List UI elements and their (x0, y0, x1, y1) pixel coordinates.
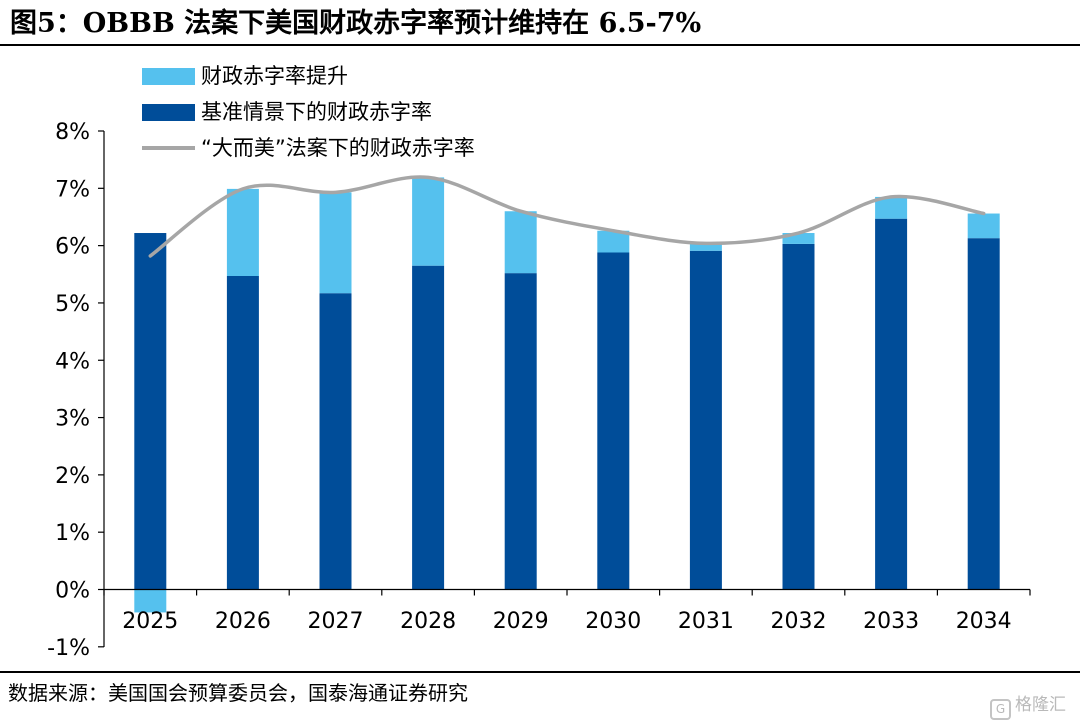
y-tick-label: 6% (55, 235, 90, 260)
legend-item-baseline: 基准情景下的财政赤字率 (142, 94, 475, 130)
x-tick-label: 2027 (308, 609, 364, 634)
y-tick-label: 4% (55, 349, 90, 374)
y-tick-label: 5% (55, 292, 90, 317)
bar-baseline-2031 (689, 250, 722, 590)
y-tick-label: 3% (55, 407, 90, 432)
stacked-bar-line-chart: 8% 7% 6% 5% 4% 3% 2% 1% 0% -1% 2025 2026 2027 2028 202… (47, 120, 1031, 661)
bar-boost-2028 (412, 177, 445, 266)
bar-baseline-2034 (967, 238, 1000, 590)
legend-label-baseline: 基准情景下的财政赤字率 (201, 100, 432, 124)
legend-label-boost: 财政赤字率提升 (201, 64, 348, 88)
bar-boost-2033 (875, 196, 908, 219)
bar-baseline-2032 (782, 243, 815, 590)
bar-baseline-2028 (412, 265, 445, 590)
x-tick-label: 2034 (956, 609, 1012, 634)
watermark-logo-icon: G (990, 699, 1011, 720)
chart-title: 图5：OBBB 法案下美国财政赤字率预计维持在 6.5-7% (10, 8, 702, 39)
legend-item-boost: 财政赤字率提升 (142, 58, 475, 94)
bar-boost-2029 (504, 211, 537, 274)
y-tick-label: 1% (55, 521, 90, 546)
bars-layer (134, 177, 1000, 613)
x-tick-label: 2026 (215, 609, 271, 634)
bar-boost-2030 (597, 230, 630, 253)
y-tick-label: 0% (55, 579, 90, 604)
legend: 财政赤字率提升 基准情景下的财政赤字率 “大而美”法案下的财政赤字率 (142, 58, 475, 166)
title-rule (0, 44, 1080, 46)
x-tick-label: 2030 (585, 609, 641, 634)
source-rule (0, 671, 1080, 673)
bar-baseline-2027 (319, 293, 352, 590)
x-tick-label: 2033 (863, 609, 919, 634)
legend-label-obbb-line: “大而美”法案下的财政赤字率 (201, 136, 475, 160)
source-note: 数据来源：美国国会预算委员会，国泰海通证券研究 (8, 681, 468, 705)
x-tick-label: 2031 (678, 609, 734, 634)
bar-baseline-2026 (226, 276, 259, 590)
axes-layer (98, 130, 1031, 648)
bar-boost-2032 (782, 233, 815, 244)
x-tick-label: 2032 (771, 609, 827, 634)
x-tick-label: 2029 (493, 609, 549, 634)
watermark: G 格隆汇 (990, 690, 1066, 720)
y-tick-label: 8% (55, 120, 90, 145)
bar-boost-2034 (967, 213, 1000, 239)
legend-swatch-obbb-line (142, 146, 195, 150)
bar-boost-2025 (134, 589, 167, 613)
bar-baseline-2029 (504, 273, 537, 590)
y-tick-label: 2% (55, 464, 90, 489)
legend-swatch-baseline (142, 104, 195, 121)
bar-baseline-2025 (134, 233, 167, 590)
bar-boost-2027 (319, 192, 352, 294)
series-line-obbb (148, 175, 986, 258)
bar-boost-2031 (689, 243, 722, 251)
y-tick-label: 7% (55, 177, 90, 202)
x-tick-label: 2025 (122, 609, 178, 634)
watermark-text: 格隆汇 (1015, 695, 1066, 715)
tick-labels-layer: 8% 7% 6% 5% 4% 3% 2% 1% 0% -1% 2025 2026 2027 2028 202… (47, 120, 1012, 661)
legend-item-obbb-line: “大而美”法案下的财政赤字率 (142, 130, 475, 166)
bar-baseline-2033 (875, 218, 908, 590)
x-tick-label: 2028 (400, 609, 456, 634)
legend-swatch-boost (142, 68, 195, 85)
y-tick-label: -1% (47, 636, 90, 661)
bar-boost-2026 (226, 188, 259, 277)
bar-baseline-2030 (597, 252, 630, 590)
line-layer (148, 175, 986, 258)
